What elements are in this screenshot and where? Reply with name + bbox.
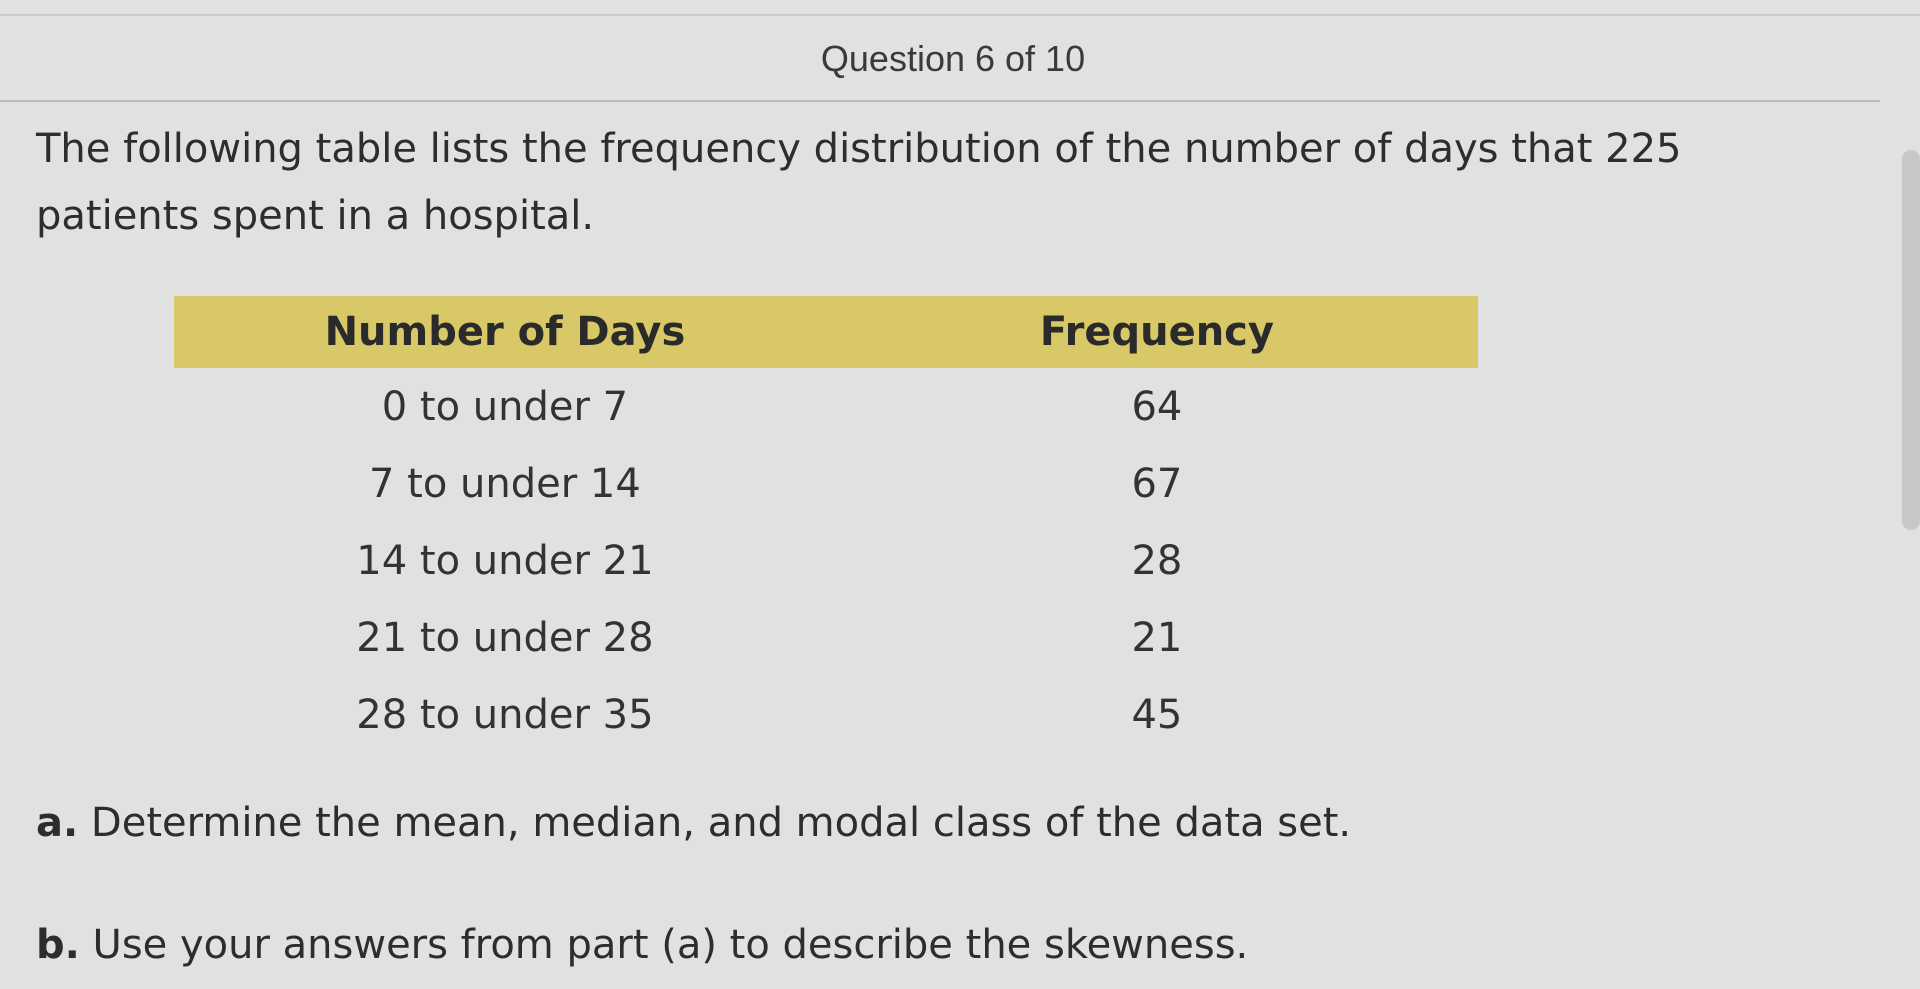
- column-header-days: Number of Days: [174, 296, 836, 368]
- question-counter: Question 6 of 10: [0, 38, 1920, 80]
- table-row: 7 to under 14 67: [174, 445, 1478, 522]
- days-cell: 14 to under 21: [356, 537, 654, 584]
- part-b: b. Use your answers from part (a) to des…: [36, 922, 1248, 968]
- frequency-cell: 28: [1131, 537, 1183, 584]
- part-b-text: Use your answers from part (a) to descri…: [92, 922, 1249, 968]
- days-cell: 28 to under 35: [356, 691, 654, 738]
- part-b-label: b.: [36, 922, 80, 968]
- frequency-cell: 21: [1131, 614, 1183, 661]
- frequency-cell: 64: [1131, 383, 1183, 430]
- days-cell: 21 to under 28: [356, 614, 654, 661]
- part-a-text: Determine the mean, median, and modal cl…: [90, 800, 1352, 846]
- question-prompt: The following table lists the frequency …: [36, 126, 1682, 239]
- table-row: 14 to under 21 28: [174, 522, 1478, 599]
- table-header-row: Number of Days Frequency: [174, 296, 1478, 368]
- part-a: a. Determine the mean, median, and modal…: [36, 800, 1351, 846]
- table-row: 0 to under 7 64: [174, 368, 1478, 445]
- header-divider: [0, 100, 1880, 102]
- top-divider: [0, 14, 1920, 16]
- days-cell: 0 to under 7: [381, 383, 629, 430]
- scrollbar[interactable]: [1902, 150, 1920, 530]
- table-row: 21 to under 28 21: [174, 599, 1478, 676]
- table-row: 28 to under 35 45: [174, 676, 1478, 753]
- days-cell: 7 to under 14: [369, 460, 641, 507]
- question-counter-label: Question 6 of 10: [820, 38, 1086, 79]
- frequency-cell: 45: [1131, 691, 1183, 738]
- column-header-frequency: Frequency: [835, 296, 1478, 368]
- frequency-table: Number of Days Frequency 0 to under 7 64…: [174, 296, 1478, 753]
- part-a-label: a.: [36, 800, 79, 846]
- frequency-cell: 67: [1131, 460, 1183, 507]
